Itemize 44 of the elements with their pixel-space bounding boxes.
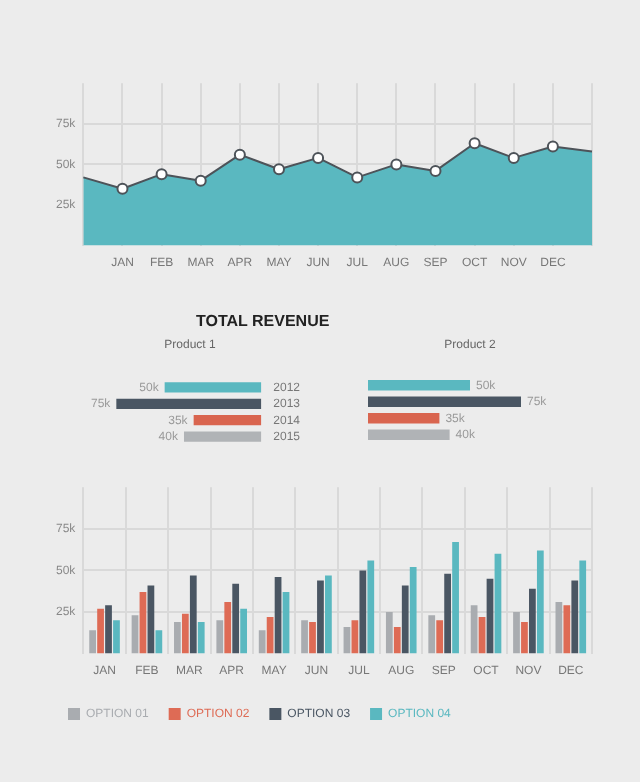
bar <box>368 429 450 440</box>
bar <box>359 570 367 654</box>
bar <box>116 398 262 409</box>
bar <box>368 413 440 424</box>
bar <box>224 602 232 654</box>
bar <box>97 608 104 654</box>
bar <box>368 396 521 407</box>
bar <box>401 585 409 654</box>
bar <box>174 621 181 654</box>
bar <box>579 560 587 654</box>
bar <box>368 380 470 391</box>
bar <box>529 588 536 654</box>
bar <box>309 621 316 654</box>
bar <box>89 630 96 654</box>
bar <box>367 560 375 654</box>
bar <box>258 630 266 654</box>
bar <box>428 615 436 654</box>
bar <box>189 575 197 654</box>
bar <box>232 583 240 654</box>
bar <box>521 621 528 654</box>
bar <box>563 605 571 654</box>
bar <box>409 567 417 654</box>
bar <box>317 580 324 654</box>
bar <box>181 613 189 654</box>
bar <box>105 605 112 654</box>
bar <box>164 382 262 393</box>
bar <box>193 415 262 426</box>
bar <box>452 542 459 654</box>
bar <box>536 550 544 654</box>
bar <box>197 621 205 654</box>
bar <box>240 608 247 654</box>
bar <box>216 620 224 654</box>
bar <box>571 580 579 654</box>
bar <box>393 626 401 654</box>
bar <box>301 620 308 654</box>
bar <box>113 620 120 654</box>
bar <box>183 431 262 442</box>
bar <box>436 620 444 654</box>
bar <box>513 612 520 654</box>
bar <box>444 573 451 654</box>
chart-title: TOTAL REVENUE <box>194 312 332 334</box>
bar <box>385 612 393 654</box>
bar <box>155 630 163 654</box>
bar <box>325 575 332 654</box>
